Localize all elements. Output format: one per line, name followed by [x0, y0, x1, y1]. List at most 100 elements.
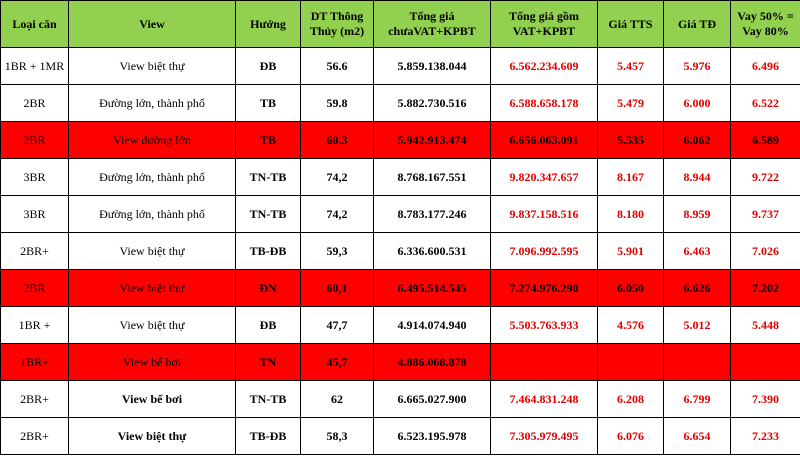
table-row: 2BR View biệt thự ĐN 60,1 6.495.514.545 7.274…: [0, 269, 800, 307]
table-cell: 6.589: [730, 121, 800, 159]
table-cell: 2BR: [0, 84, 69, 122]
table-cell: 8.768.167.551: [373, 158, 491, 196]
table-cell: View biệt thự: [68, 47, 236, 85]
table-cell: View biệt thự: [68, 269, 236, 307]
table-cell: 60.3: [300, 121, 374, 159]
table-cell: 2BR+: [0, 417, 69, 455]
table-cell: 9.737: [730, 195, 800, 233]
empty-cell: [663, 343, 731, 381]
table-cell: 6.062: [663, 121, 731, 159]
table-cell: 5.012: [663, 306, 731, 344]
table-cell: ĐB: [235, 47, 301, 85]
table-cell: 2BR: [0, 269, 69, 307]
table-cell: 6.495.514.545: [373, 269, 491, 307]
table-cell: 4.886.068.878: [373, 343, 491, 381]
header-cell: View: [68, 0, 236, 48]
table-cell: 7.274.976.290: [490, 269, 598, 307]
table-cell: 7.026: [730, 232, 800, 270]
table-row: 2BR View đường lớn TB 60.3 5.942.913.474 6.65…: [0, 121, 800, 159]
table-cell: 6.496: [730, 47, 800, 85]
table-cell: View bể bơi: [68, 380, 236, 418]
table-cell: 9.837.158.516: [490, 195, 598, 233]
table-cell: 6.626: [663, 269, 731, 307]
table-cell: 45,7: [300, 343, 374, 381]
table-cell: View biệt thự: [68, 417, 236, 455]
table-cell: Đường lớn, thành phố: [68, 195, 236, 233]
table-cell: 6.000: [663, 84, 731, 122]
table-cell: 2BR+: [0, 380, 69, 418]
table-cell: ĐB: [235, 306, 301, 344]
table-cell: 8.959: [663, 195, 731, 233]
table-cell: TN-TB: [235, 158, 301, 196]
table-cell: TB: [235, 84, 301, 122]
table-cell: 9.820.347.657: [490, 158, 598, 196]
table-cell: 5.859.138.044: [373, 47, 491, 85]
table-cell: 6.336.600.531: [373, 232, 491, 270]
table-cell: 7.096.992.595: [490, 232, 598, 270]
table-cell: 9.722: [730, 158, 800, 196]
table-cell: 6.654: [663, 417, 731, 455]
header-cell: Tổng giá gồm VAT+KPBT: [490, 0, 598, 48]
table-cell: 6.799: [663, 380, 731, 418]
table-cell: 5.448: [730, 306, 800, 344]
empty-cell: [490, 343, 598, 381]
table-cell: Đường lớn, thành phố: [68, 84, 236, 122]
table-cell: 7.305.979.495: [490, 417, 598, 455]
table-cell: 3BR: [0, 158, 69, 196]
table-cell: 7.233: [730, 417, 800, 455]
table-row: 2BR Đường lớn, thành phố TB 59.8 5.882.730.5…: [0, 84, 800, 122]
price-table: Loại căn View Hướng DT Thông Thủy (m2) Tổng …: [0, 0, 800, 455]
table-cell: 8.783.177.246: [373, 195, 491, 233]
table-cell: 58,3: [300, 417, 374, 455]
table-cell: 59.8: [300, 84, 374, 122]
table-cell: 62: [300, 380, 374, 418]
table-cell: 5.457: [597, 47, 664, 85]
table-row: 1BR+ View bể bơi TN 45,7 4.886.068.878: [0, 343, 800, 381]
table-row: 2BR+ View biệt thự TB-ĐB 59,3 6.336.600.531 7…: [0, 232, 800, 270]
table-cell: 1BR +: [0, 306, 69, 344]
table-cell: 2BR+: [0, 232, 69, 270]
table-cell: TB-ĐB: [235, 417, 301, 455]
table-cell: TB: [235, 121, 301, 159]
table-cell: 6.463: [663, 232, 731, 270]
table-cell: View đường lớn: [68, 121, 236, 159]
table-cell: 5.503.763.933: [490, 306, 598, 344]
table-cell: 5.942.913.474: [373, 121, 491, 159]
table-cell: 6.588.658.178: [490, 84, 598, 122]
table-cell: ĐN: [235, 269, 301, 307]
table-cell: TN: [235, 343, 301, 381]
table-cell: 74,2: [300, 158, 374, 196]
table-cell: 6.522: [730, 84, 800, 122]
table-row: 1BR + 1MR View biệt thự ĐB 56.6 5.859.138.04…: [0, 47, 800, 85]
table-cell: 74,2: [300, 195, 374, 233]
empty-cell: [730, 343, 800, 381]
header-row: Loại căn View Hướng DT Thông Thủy (m2) Tổng …: [0, 0, 800, 48]
empty-cell: [597, 343, 664, 381]
table-cell: 5.882.730.516: [373, 84, 491, 122]
table-cell: 5.535: [597, 121, 664, 159]
header-cell: Hướng: [235, 0, 301, 48]
header-cell: Tổng giá chưaVAT+KPBT: [373, 0, 491, 48]
header-cell: Giá TĐ: [663, 0, 731, 48]
table-cell: 7.464.831.248: [490, 380, 598, 418]
table-row: 2BR+ View biệt thự TB-ĐB 58,3 6.523.195.978 7…: [0, 417, 800, 455]
table-cell: 6.665.027.900: [373, 380, 491, 418]
table-cell: 5.901: [597, 232, 664, 270]
header-cell: Giá TTS: [597, 0, 664, 48]
table-cell: 7.390: [730, 380, 800, 418]
table-cell: 3BR: [0, 195, 69, 233]
header-cell: DT Thông Thủy (m2): [300, 0, 374, 48]
table-cell: 6.523.195.978: [373, 417, 491, 455]
table-cell: 6.656.063.091: [490, 121, 598, 159]
table-row: 3BR Đường lớn, thành phố TN-TB 74,2 8.768.16…: [0, 158, 800, 196]
table-cell: TN-TB: [235, 380, 301, 418]
header-cell: Vay 50% = Vay 80%: [730, 0, 800, 48]
table-cell: 60,1: [300, 269, 374, 307]
table-cell: 5.976: [663, 47, 731, 85]
table-cell: 47,7: [300, 306, 374, 344]
table-cell: 7.202: [730, 269, 800, 307]
table-cell: 6.076: [597, 417, 664, 455]
table-cell: View biệt thự: [68, 232, 236, 270]
table-cell: View biệt thự: [68, 306, 236, 344]
